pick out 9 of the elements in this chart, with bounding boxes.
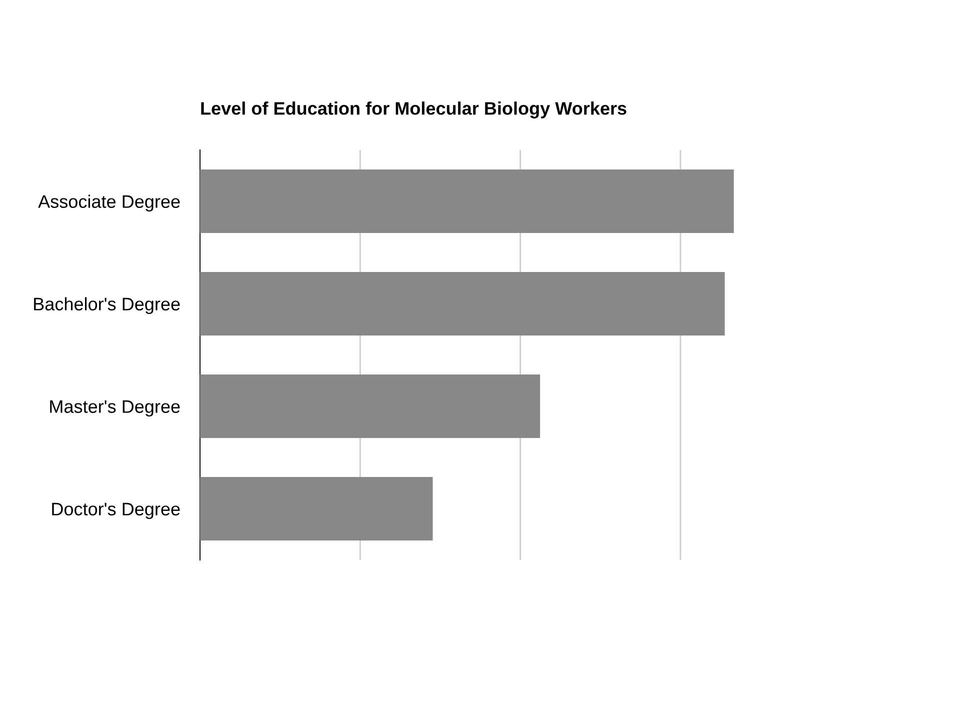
y-tick-label: Doctor's Degree [52,502,180,520]
y-tick-label: Associate Degree [38,194,180,212]
y-tick-label: Bachelor's Degree [34,297,180,314]
bar [200,374,540,438]
bar [200,169,734,234]
bar [200,272,725,336]
y-tick-label: Master's Degree [50,400,180,417]
chart-title: Level of Education for Molecular Biology Workers [201,102,626,118]
bar [200,476,433,541]
